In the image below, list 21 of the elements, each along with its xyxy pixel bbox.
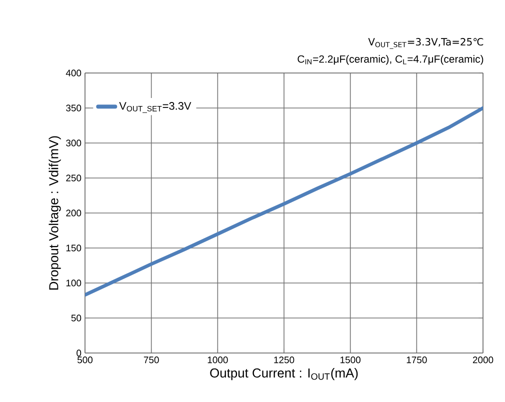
chart-subtitle: V$_{OUT_SET}$=3.3V,Ta=25℃ [368, 38, 484, 49]
legend-label: V$_{OUT_SET}$=3.3V [119, 102, 192, 113]
x-tick-label: 1750 [406, 356, 427, 364]
x-tick-label: 750 [144, 356, 159, 364]
y-tick-label: 350 [66, 104, 82, 112]
y-tick-label: 100 [66, 280, 82, 286]
y-tick-label: 300 [66, 140, 82, 146]
text: C$_{IN}$=2.2μF(ceramic), C$_{L}$=4.7μF(ceramic) [298, 55, 484, 65]
x-tick-label: 2000 [472, 356, 494, 364]
x-tick-label: 500 [77, 356, 93, 364]
y-tick-label: 200 [66, 210, 82, 216]
x-tick-label: 1000 [208, 356, 228, 364]
x-tick-label: 1250 [274, 356, 294, 364]
x-tick-label: 1500 [340, 356, 360, 364]
y-tick-label: 250 [66, 174, 82, 182]
y-tick-label: 150 [66, 244, 82, 252]
y-tick-label: 400 [66, 70, 82, 76]
x-axis-title: Output Current : I$_{OUT}$(mA) [210, 368, 358, 380]
y-tick-label: 50 [71, 314, 82, 322]
y-axis-title: Dropout Voltage : Vdif(mV) [48, 136, 61, 290]
y-tick-label: 0 [76, 350, 82, 356]
